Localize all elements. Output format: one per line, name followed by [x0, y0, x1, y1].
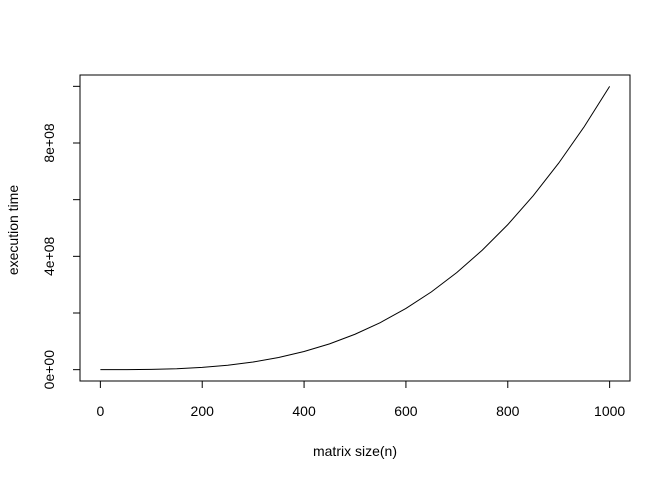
- x-axis-title: matrix size(n): [313, 443, 397, 459]
- x-tick-label: 800: [496, 403, 520, 419]
- y-axis: 0e+00 4e+08 8e+08: [41, 85, 81, 390]
- y-axis-title: execution time: [5, 185, 21, 275]
- x-tick-label: 400: [292, 403, 316, 419]
- x-tick-label: 1000: [594, 403, 625, 419]
- series-layer: [100, 86, 611, 371]
- series-line: [100, 86, 611, 371]
- y-tick-label: 4e+08: [41, 236, 57, 276]
- y-tick-label: 0e+00: [41, 350, 57, 390]
- x-tick-label: 600: [394, 403, 418, 419]
- y-tick-label: 8e+08: [41, 123, 57, 163]
- x-axis: 0 200 400 600 800 1000: [96, 380, 625, 419]
- x-tick-label: 200: [191, 403, 215, 419]
- plot-frame: [79, 74, 631, 382]
- x-tick-label: 0: [96, 403, 104, 419]
